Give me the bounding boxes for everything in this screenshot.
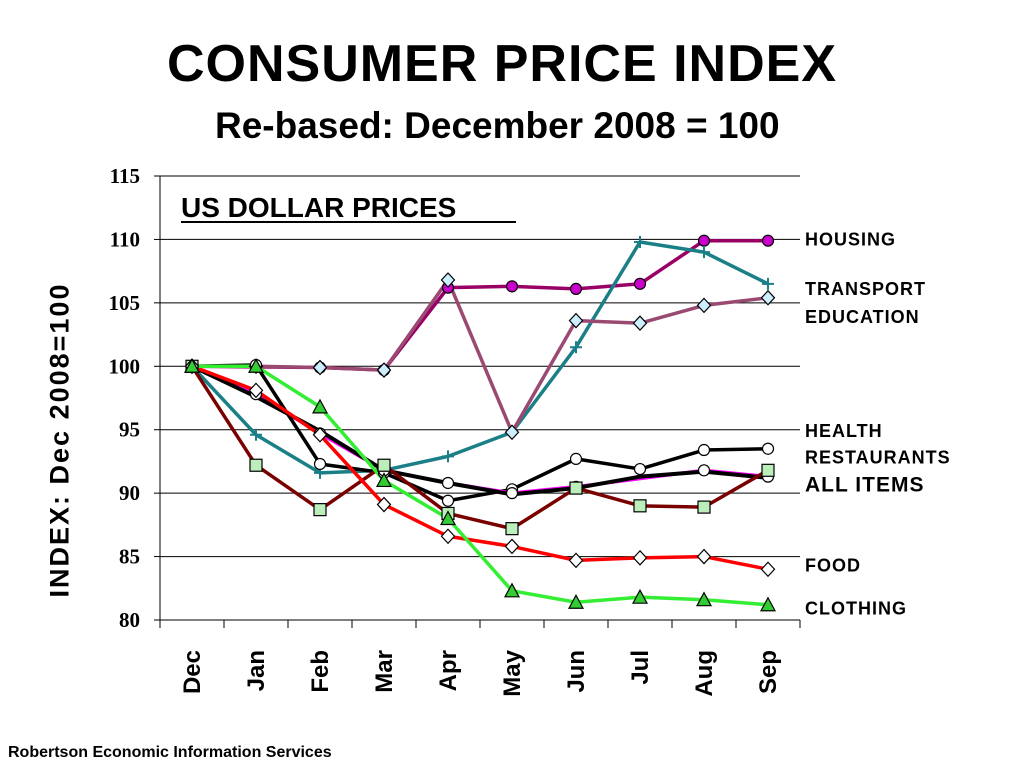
series-line-food — [191, 364, 769, 571]
chart-annotation: US DOLLAR PRICES — [181, 192, 456, 223]
y-tick-label: 105 — [109, 291, 141, 315]
data-point-education — [632, 315, 648, 332]
data-point-housing — [633, 277, 647, 290]
data-point-clothing — [503, 582, 521, 598]
series-label: HEALTH — [805, 421, 883, 441]
data-point-clothing — [311, 398, 329, 414]
data-point-dark-red-series — [249, 458, 263, 472]
data-point-dark-red-series — [313, 503, 327, 517]
data-point-education — [440, 272, 456, 288]
x-tick-label: Jan — [243, 650, 270, 691]
data-point-education — [568, 312, 584, 329]
y-tick-label: 85 — [119, 545, 140, 569]
grid-lines — [159, 175, 800, 621]
data-point-food — [504, 538, 520, 555]
series-line-education — [192, 278, 769, 435]
series-label: EDUCATION — [805, 307, 920, 327]
data-point-food — [248, 382, 264, 399]
data-point-dark-red-series — [505, 522, 519, 536]
data-point-transport — [570, 341, 582, 354]
series-markers — [183, 234, 777, 612]
series-line-all-items — [191, 364, 769, 497]
series-label: TRANSPORT — [805, 279, 926, 299]
series-line-dark-red-series — [190, 365, 769, 531]
x-tick-label: May — [499, 649, 526, 696]
x-axis-ticks: Dec Jan Feb Mar Apr May Jun Jul Aug Sep — [159, 620, 801, 697]
x-tick-label: Sep — [755, 650, 782, 694]
data-point-education — [504, 424, 520, 441]
data-point-food — [632, 549, 648, 566]
data-point-housing — [697, 234, 711, 247]
data-point-transport — [634, 235, 646, 248]
data-point-dark-red-series — [377, 458, 391, 472]
series-label: CLOTHING — [805, 599, 907, 619]
data-point-food — [696, 548, 712, 565]
data-point-health — [697, 443, 711, 457]
series-line-housing — [191, 238, 768, 372]
data-point-transport — [762, 277, 774, 290]
data-point-transport — [698, 246, 710, 259]
data-point-clothing — [375, 472, 393, 488]
data-point-transport — [442, 450, 454, 463]
data-point-dark-red-series — [569, 481, 583, 495]
data-point-clothing — [695, 591, 713, 607]
data-point-education — [696, 297, 712, 314]
series-label: HOUSING — [805, 229, 896, 249]
y-tick-label: 80 — [119, 608, 140, 632]
x-tick-label: Aug — [691, 650, 718, 697]
data-point-clothing — [567, 593, 585, 609]
series-labels: HOUSING TRANSPORT EDUCATION HEALTH RESTAURAN… — [805, 229, 951, 619]
data-point-health — [761, 442, 775, 455]
series-label: ALL ITEMS — [805, 474, 924, 497]
series-label: RESTAURANTS — [805, 448, 951, 468]
data-point-housing — [505, 280, 519, 293]
data-point-food — [440, 528, 456, 545]
data-point-food — [376, 496, 392, 513]
data-point-dark-red-series — [697, 500, 711, 514]
data-point-dark-red-series — [633, 499, 647, 513]
data-point-clothing — [247, 358, 265, 373]
data-point-health — [441, 494, 455, 507]
x-tick-label: Jul — [627, 650, 654, 685]
data-point-education — [376, 362, 392, 378]
data-point-transport — [250, 428, 262, 441]
data-point-food — [312, 426, 328, 443]
x-tick-label: Jun — [563, 650, 590, 693]
data-point-health — [313, 457, 327, 471]
data-point-clothing — [759, 596, 777, 612]
data-point-health — [633, 462, 647, 476]
data-point-restaurants — [441, 476, 455, 490]
data-point-clothing — [439, 510, 457, 526]
x-tick-label: Mar — [371, 650, 398, 693]
data-point-dark-red-series — [761, 463, 775, 477]
data-point-education — [312, 359, 328, 376]
y-tick-label: 90 — [119, 481, 140, 505]
y-tick-label: 100 — [109, 354, 141, 378]
series-label: FOOD — [805, 555, 861, 575]
data-point-clothing — [183, 358, 201, 373]
x-tick-label: Feb — [307, 650, 334, 693]
y-tick-label: 110 — [110, 227, 140, 251]
data-point-housing — [761, 234, 775, 247]
y-tick-label: 115 — [110, 164, 140, 188]
data-point-clothing — [631, 588, 649, 604]
data-point-restaurants — [505, 487, 519, 500]
data-point-health — [569, 452, 583, 465]
series-lines — [190, 238, 769, 607]
x-tick-label: Dec — [179, 650, 206, 694]
data-point-housing — [569, 282, 583, 296]
footer-credit: Robertson Economic Information Services — [8, 744, 332, 761]
series-line-transport — [190, 240, 769, 475]
series-line-clothing — [192, 364, 769, 607]
data-point-food — [760, 561, 776, 578]
chart-subtitle: Re-based: December 2008 = 100 — [215, 105, 780, 146]
y-tick-label: 95 — [119, 418, 140, 442]
data-point-education — [760, 289, 776, 306]
data-point-food — [568, 552, 584, 569]
data-point-restaurants — [697, 464, 711, 477]
x-tick-label: Apr — [435, 650, 462, 691]
chart-title: CONSUMER PRICE INDEX — [166, 35, 838, 93]
y-axis-ticks: 80 85 90 95 100 105 110 115 — [109, 164, 160, 632]
